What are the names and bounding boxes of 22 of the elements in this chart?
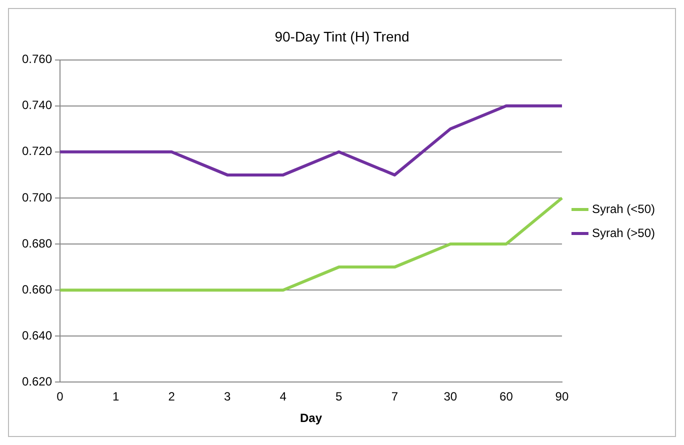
y-tick-label: 0.720 <box>22 144 52 158</box>
y-tick-label: 0.640 <box>22 328 52 342</box>
x-tick-label: 2 <box>168 390 176 404</box>
x-tick-label: 60 <box>500 390 514 404</box>
x-tick-label: 4 <box>280 390 287 404</box>
legend-label: Syrah (<50) <box>592 202 656 216</box>
y-tick-label: 0.760 <box>22 52 52 66</box>
x-tick-label: 1 <box>112 390 120 404</box>
x-axis-title: Day <box>300 411 322 426</box>
y-tick-label: 0.620 <box>22 374 52 389</box>
y-tick-label: 0.680 <box>22 236 52 250</box>
x-tick-label: 30 <box>444 390 458 404</box>
chart-title: 90-Day Tint (H) Trend <box>274 28 410 44</box>
y-tick-label: 0.740 <box>22 98 52 112</box>
x-tick-label: 3 <box>224 390 231 404</box>
legend-label: Syrah (>50) <box>592 226 656 240</box>
x-tick-label: 90 <box>555 390 569 404</box>
y-tick-label: 0.660 <box>22 282 52 296</box>
x-tick-label: 5 <box>336 390 343 404</box>
y-tick-label: 0.700 <box>22 190 52 204</box>
x-tick-label: 7 <box>391 390 398 404</box>
x-tick-label: 0 <box>56 390 64 404</box>
